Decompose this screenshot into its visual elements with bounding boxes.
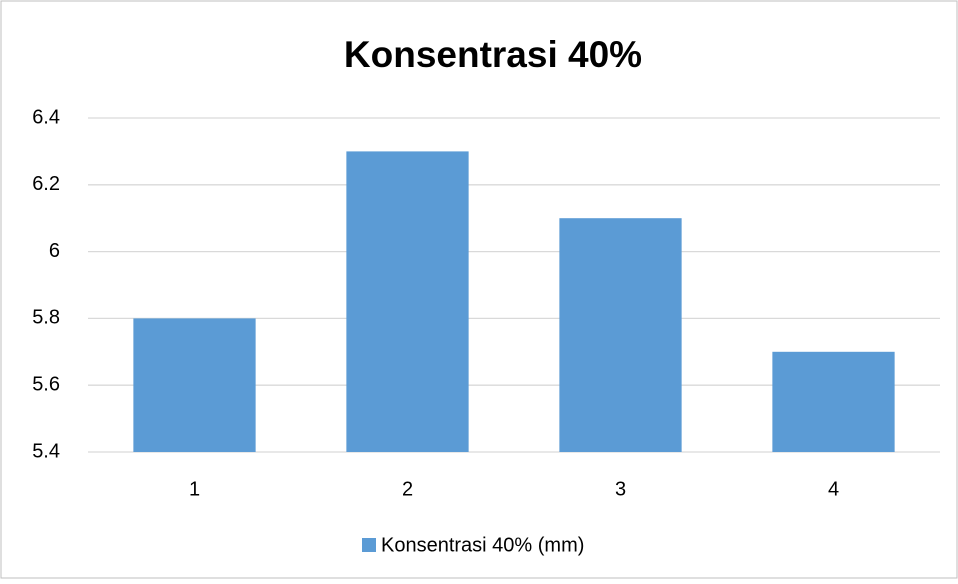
x-tick-label: 3 — [615, 478, 626, 500]
y-tick-label: 6 — [49, 240, 60, 262]
chart-title: Konsentrasi 40% — [344, 34, 642, 75]
x-tick-label: 2 — [402, 478, 413, 500]
legend-swatch — [362, 538, 376, 552]
x-tick-label: 4 — [828, 478, 839, 500]
legend-label: Konsentrasi 40% (mm) — [381, 534, 584, 556]
y-tick-label: 5.6 — [32, 373, 60, 395]
y-tick-label: 6.2 — [32, 173, 60, 195]
y-tick-label: 5.8 — [32, 307, 60, 329]
bar — [772, 351, 895, 452]
y-tick-label: 5.4 — [32, 440, 60, 462]
y-tick-label: 6.4 — [32, 106, 60, 128]
bar — [133, 318, 256, 452]
x-tick-label: 1 — [189, 478, 200, 500]
bar — [346, 151, 469, 452]
bar — [559, 218, 682, 452]
